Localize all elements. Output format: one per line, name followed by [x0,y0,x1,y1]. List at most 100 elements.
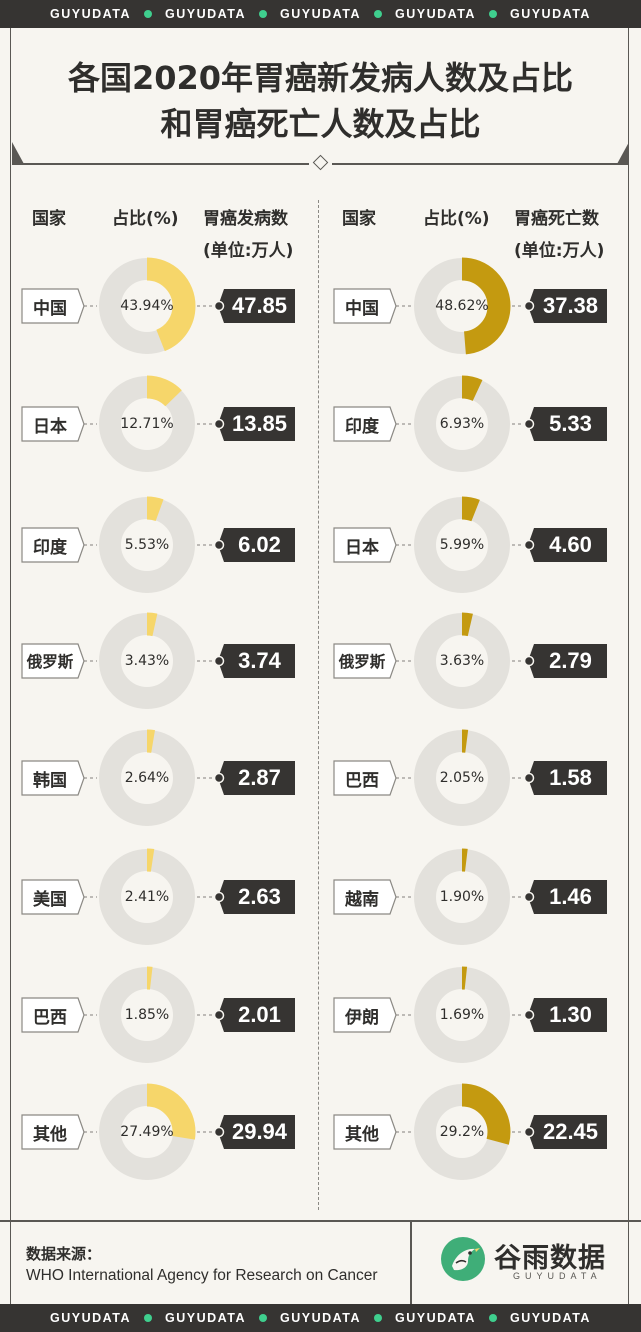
mortality-share-label: 29.2% [439,1124,485,1140]
mortality-value-tag-pin [523,891,535,903]
incidence-share-label: 3.43% [124,653,170,669]
mortality-country-tag-shape [333,760,397,796]
left-header-country: 国家 [32,209,66,229]
mortality-share-label: 2.05% [439,770,485,786]
incidence-share-label: 1.85% [124,1007,170,1023]
incidence-share-arc [98,1083,196,1181]
incidence-country-label: 中国 [33,298,67,319]
watermark-text: GUYUDATA [509,1311,591,1325]
incidence-value-tag-pin [213,655,225,667]
incidence-share-label: 43.94% [120,298,174,314]
watermark-text: GUYUDATA [280,1311,361,1325]
source-text: WHO International Agency for Research on… [26,1267,378,1284]
watermark-dot [373,10,382,18]
mortality-share-arc [413,496,511,594]
incidence-value-tag-pin [213,1126,225,1138]
incidence-value-label: 13.85 [231,411,288,436]
mortality-country-tag-shape [333,879,397,915]
incidence-value-tag-shape [218,1115,295,1149]
source-title: 数据来源： [26,1245,102,1263]
mortality-country-tag-shape [333,643,397,679]
incidence-value-tag-pin [213,418,225,430]
incidence-share-label: 5.53% [124,537,170,553]
incidence-country-label: 美国 [33,889,67,910]
incidence-value-tag-shape [218,289,295,323]
mortality-value-label: 22.45 [542,1119,599,1144]
left-header-unit: (单位:万人) [203,241,294,261]
mortality-row: 其他 29.2% 22.45 [0,1112,641,1152]
mortality-country-tag-shape [333,527,397,563]
title-rule-left [12,163,309,165]
chart-title-line1: 各国2020年胃癌新发病人数及占比 [67,59,574,97]
incidence-country-tag-shape [21,1114,85,1150]
left-header-value: 胃癌发病数 [203,209,288,229]
incidence-country-tag-shape [21,406,85,442]
mortality-share-label: 1.69% [439,1007,485,1023]
brand-subtitle: GUYUDATA [513,1271,602,1281]
incidence-country-label: 巴西 [33,1007,67,1028]
mortality-value-label: 1.46 [549,884,592,909]
column-divider [318,200,319,1210]
incidence-value-tag-pin [213,772,225,784]
mortality-country-label: 其他 [345,1124,379,1145]
mortality-value-tag-shape [528,880,607,914]
mortality-value-label: 5.33 [549,411,592,436]
mortality-row: 巴西 2.05% 1.58 [0,758,641,798]
incidence-row: 印度 5.53% 6.02 [0,525,641,565]
mortality-value-tag-pin [523,1126,535,1138]
mortality-value-tag-pin [523,300,535,312]
mortality-value-tag-pin [523,1009,535,1021]
incidence-value-tag-shape [218,880,295,914]
mortality-country-label: 越南 [345,889,379,910]
mortality-share-arc [413,257,511,355]
right-header-country: 国家 [342,209,376,229]
incidence-share-arc [98,375,196,473]
mortality-value-tag-shape [528,644,607,678]
mortality-share-arc [413,612,511,710]
incidence-row: 中国 43.94% 47.85 [0,286,641,326]
incidence-country-label: 俄罗斯 [26,653,74,671]
incidence-value-tag-pin [213,891,225,903]
incidence-value-tag-shape [218,528,295,562]
watermark-dot [144,10,153,18]
mortality-row: 俄罗斯 3.63% 2.79 [0,641,641,681]
incidence-share-label: 12.71% [120,416,174,432]
watermark-dot [259,1314,267,1322]
incidence-value-label: 2.01 [238,1002,281,1027]
incidence-value-tag-pin [213,300,225,312]
watermark-dot [144,1314,153,1322]
mortality-row: 中国 48.62% 37.38 [0,286,641,326]
brand-bird-logo [441,1237,485,1281]
mortality-country-label: 伊朗 [345,1007,379,1028]
incidence-row: 其他 27.49% 29.94 [0,1112,641,1152]
mortality-share-label: 48.62% [435,298,489,314]
incidence-share-arc [98,496,196,594]
mortality-value-tag-shape [528,407,607,441]
mortality-value-tag-shape [528,528,607,562]
mortality-share-arc [413,729,511,827]
incidence-value-tag-shape [218,761,295,795]
footer-rule [0,1220,641,1222]
mortality-row: 越南 1.90% 1.46 [0,877,641,917]
mortality-share-arc [413,1083,511,1181]
incidence-country-label: 日本 [33,416,67,437]
brand-name: 谷雨数据 [494,1243,606,1274]
incidence-value-label: 3.74 [238,648,281,673]
right-header-share: 占比(%) [423,209,490,229]
content-frame [10,28,629,1304]
incidence-value-tag-pin [213,1009,225,1021]
mortality-value-tag-shape [528,289,607,323]
mortality-share-label: 1.90% [439,889,485,905]
incidence-share-label: 27.49% [120,1124,174,1140]
mortality-country-tag-shape [333,997,397,1033]
mortality-row: 印度 6.93% 5.33 [0,404,641,444]
incidence-value-label: 2.63 [238,884,281,909]
incidence-value-label: 29.94 [231,1119,288,1144]
mortality-country-label: 巴西 [345,770,379,791]
incidence-value-tag-shape [218,998,295,1032]
incidence-country-tag-shape [21,760,85,796]
watermark-text: GUYUDATA [165,7,246,21]
corner-triangle-left [12,142,24,164]
incidence-share-arc [98,848,196,946]
